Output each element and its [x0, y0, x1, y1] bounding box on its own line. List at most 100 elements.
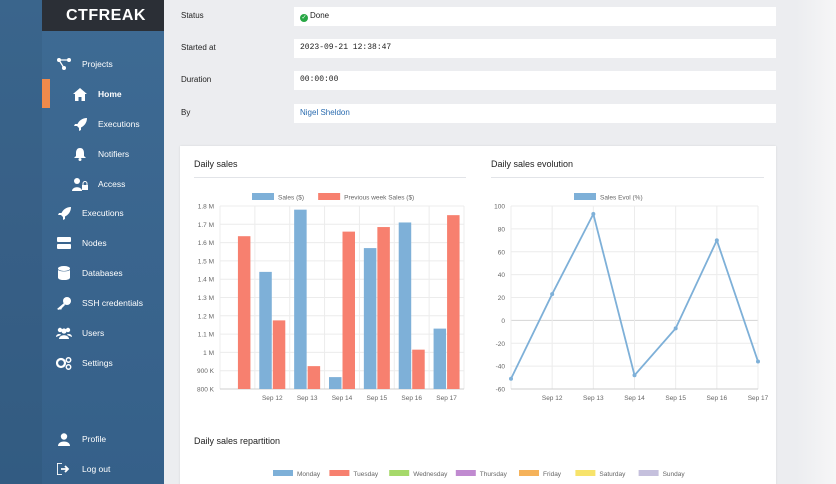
started-value: 2023-09-21 12:38:47: [294, 39, 776, 58]
sidebar-item-databases[interactable]: Databases: [42, 258, 164, 288]
y-tick-label: 40: [498, 272, 506, 279]
bell-icon: [72, 147, 88, 161]
x-tick-label: Sep 14: [332, 395, 353, 402]
y-tick-label: 80: [498, 226, 506, 233]
data-point: [714, 238, 719, 243]
y-tick-label: 60: [498, 249, 506, 256]
rocket-icon: [72, 117, 88, 131]
sidebar-item-executions-sub[interactable]: Executions: [42, 109, 164, 139]
database-icon: [56, 266, 72, 280]
started-row: Started at 2023-09-21 12:38:47: [164, 39, 796, 58]
legend-swatch: [329, 470, 350, 476]
data-point: [591, 212, 596, 217]
sidebar-item-label: SSH credentials: [82, 298, 143, 308]
bar: [433, 328, 447, 389]
y-tick-label: 800 K: [197, 387, 215, 394]
duration-row: Duration 00:00:00: [164, 71, 796, 90]
sidebar-item-logout[interactable]: Log out: [42, 454, 164, 484]
legend-label: Sunday: [663, 471, 686, 478]
bar: [398, 222, 412, 389]
y-tick-label: -20: [496, 341, 506, 348]
by-value: Nigel Sheldon: [294, 104, 776, 123]
bar: [363, 248, 377, 389]
sidebar: CTFREAK Projects Home Executions Notifie…: [0, 0, 164, 484]
status-label: Status: [181, 11, 204, 20]
legend-swatch: [273, 470, 293, 476]
sidebar-item-notifiers[interactable]: Notifiers: [42, 139, 164, 169]
projects-icon: [56, 57, 72, 71]
sidebar-item-home[interactable]: Home: [42, 79, 164, 109]
legend-label: Monday: [297, 471, 321, 478]
y-tick-label: 1.6 M: [198, 240, 214, 247]
check-circle-icon: ✓: [300, 14, 308, 22]
x-tick-label: Sep 16: [707, 395, 728, 402]
x-tick-label: Sep 14: [624, 395, 645, 402]
y-tick-label: -60: [496, 387, 506, 394]
bar: [377, 227, 390, 389]
x-tick-label: Sep 13: [583, 395, 604, 402]
bar: [259, 271, 272, 389]
sidebar-item-profile[interactable]: Profile: [42, 424, 164, 454]
legend-swatch: [318, 193, 341, 200]
bar: [237, 236, 251, 389]
rocket-icon: [56, 206, 72, 220]
sidebar-edge: [0, 0, 42, 484]
bar: [412, 349, 425, 389]
data-point: [756, 359, 760, 364]
key-icon: [56, 296, 72, 310]
logout-icon: [56, 462, 72, 476]
legend-label: Wednesday: [413, 471, 448, 478]
legend-swatch: [574, 193, 596, 200]
y-tick-label: 1.4 M: [198, 277, 214, 284]
daily-sales-repartition-legend: Monday Tuesday Wednesday Thursday Friday Satu…: [273, 470, 686, 478]
sidebar-item-nodes[interactable]: Nodes: [42, 228, 164, 258]
data-point: [673, 326, 678, 331]
x-tick-label: Sep 17: [436, 395, 457, 402]
sidebar-item-label: Executions: [98, 119, 140, 129]
legend-label: Sales Evol (%): [600, 195, 643, 202]
bar: [272, 320, 286, 389]
y-tick-label: 100: [494, 204, 505, 211]
bar: [294, 209, 307, 389]
x-tick-label: Sep 12: [262, 395, 283, 402]
daily-sales-evolution-chart: Sales Evol (%) -60 -40 -20 0 20 40 60 80 100 Sep 1…: [494, 193, 769, 402]
gears-icon: [56, 356, 72, 370]
legend-label: Sales ($): [278, 195, 304, 202]
by-label: By: [181, 108, 191, 117]
app-logo[interactable]: CTFREAK: [42, 0, 164, 31]
status-row: Status ✓ Done: [164, 7, 796, 26]
bar: [447, 215, 460, 389]
legend-label: Friday: [543, 471, 562, 478]
legend-label: Tuesday: [353, 471, 378, 478]
sidebar-item-projects[interactable]: Projects: [42, 49, 164, 79]
started-label: Started at: [181, 43, 216, 52]
y-tick-label: 20: [498, 295, 506, 302]
legend-label: Saturday: [599, 471, 626, 478]
y-tick-label: 1.3 M: [198, 295, 214, 302]
y-tick-label: 1 M: [203, 350, 214, 357]
right-background: [796, 0, 836, 484]
data-point: [550, 292, 555, 297]
sidebar-item-users[interactable]: Users: [42, 318, 164, 348]
execution-details: Status ✓ Done Started at 2023-09-21 12:38…: [164, 0, 796, 132]
y-tick-label: 900 K: [197, 368, 215, 375]
y-tick-label: 0: [501, 318, 505, 325]
sidebar-item-executions[interactable]: Executions: [42, 198, 164, 228]
home-icon: [72, 87, 88, 101]
sidebar-item-label: Log out: [82, 464, 111, 474]
x-tick-label: Sep 15: [367, 395, 388, 402]
y-tick-label: 1.2 M: [198, 313, 214, 320]
divider: [194, 177, 466, 178]
daily-sales-title: Daily sales: [194, 159, 238, 169]
sidebar-item-settings[interactable]: Settings: [42, 348, 164, 378]
x-tick-label: Sep 17: [748, 395, 769, 402]
user-link[interactable]: Nigel Sheldon: [300, 108, 350, 117]
server-icon: [56, 236, 72, 250]
user-icon: [56, 432, 72, 446]
x-tick-label: Sep 16: [401, 395, 422, 402]
sidebar-item-ssh-credentials[interactable]: SSH credentials: [42, 288, 164, 318]
sidebar-item-label: Nodes: [82, 238, 107, 248]
divider: [491, 177, 764, 178]
sidebar-item-access[interactable]: Access: [42, 169, 164, 199]
active-indicator: [42, 79, 50, 108]
